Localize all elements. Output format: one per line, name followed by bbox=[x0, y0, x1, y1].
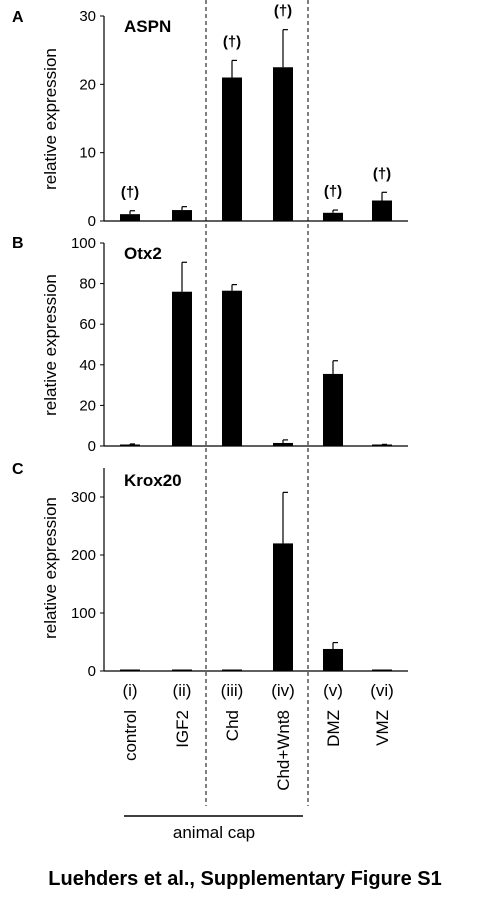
panel-a-y-tick-label: 30 bbox=[79, 8, 96, 25]
panel-b-bar bbox=[172, 291, 192, 446]
panel-a-dagger-annotation: (†) bbox=[121, 184, 139, 201]
panel-b-bar bbox=[222, 290, 242, 446]
panel-a-bar bbox=[172, 210, 192, 221]
panel-b-bar bbox=[323, 373, 343, 446]
condition-numeral: (vi) bbox=[370, 681, 394, 700]
panel-b-y-tick-label: 0 bbox=[88, 438, 96, 455]
panel-c: C Krox20 relative expression 0 100 200 300 bbox=[12, 461, 408, 680]
panel-b-bar bbox=[273, 442, 293, 446]
panel-c-marks: 0 100 200 300 bbox=[71, 468, 408, 680]
panel-a-y-axis-label: relative expression bbox=[41, 48, 60, 190]
panel-b-title: Otx2 bbox=[124, 244, 162, 263]
condition-label: VMZ bbox=[373, 710, 392, 746]
panel-a: A ASPN relative expression 0 10 20 30 (†) (†)… bbox=[12, 3, 408, 230]
condition-numeral: (iii) bbox=[221, 681, 244, 700]
panel-c-y-tick-label: 0 bbox=[88, 663, 96, 680]
panel-b-y-tick-label: 60 bbox=[79, 316, 96, 333]
condition-numeral: (v) bbox=[323, 681, 343, 700]
condition-label: control bbox=[121, 710, 140, 761]
condition-label: DMZ bbox=[324, 710, 343, 747]
panel-a-y-tick-label: 20 bbox=[79, 76, 96, 93]
panel-a-marks: 0 10 20 30 (†) (†) (†) (†) (†) bbox=[79, 3, 408, 230]
panel-a-bar bbox=[372, 200, 392, 221]
panel-b-y-tick-label: 20 bbox=[79, 397, 96, 414]
panel-c-y-tick-label: 100 bbox=[71, 605, 96, 622]
animal-cap-label: animal cap bbox=[173, 823, 255, 842]
panel-b-bar bbox=[120, 444, 140, 446]
condition-label: Chd+Wnt8 bbox=[274, 710, 293, 791]
panel-a-bar bbox=[120, 214, 140, 221]
panel-c-y-tick-label: 300 bbox=[71, 489, 96, 506]
panel-a-y-tick-label: 0 bbox=[88, 213, 96, 230]
panel-c-y-axis-label: relative expression bbox=[41, 497, 60, 639]
panel-a-dagger-annotation: (†) bbox=[274, 3, 292, 20]
panel-c-title: Krox20 bbox=[124, 471, 182, 490]
panel-a-dagger-annotation: (†) bbox=[373, 165, 391, 182]
panel-a-bar bbox=[273, 67, 293, 221]
panel-a-y-tick-label: 10 bbox=[79, 145, 96, 162]
panel-letter-a: A bbox=[12, 9, 24, 26]
panel-c-y-tick-label: 200 bbox=[71, 547, 96, 564]
panel-b-marks: 0 20 40 60 80 100 bbox=[71, 235, 408, 455]
panel-c-bar bbox=[323, 648, 343, 671]
condition-label: Chd bbox=[223, 710, 242, 741]
panel-b-y-tick-label: 100 bbox=[71, 235, 96, 252]
panel-letter-b: B bbox=[12, 235, 24, 252]
condition-numeral: (iv) bbox=[271, 681, 295, 700]
panel-a-dagger-annotation: (†) bbox=[324, 183, 342, 200]
panel-b-y-axis-label: relative expression bbox=[41, 274, 60, 416]
panel-b-y-tick-label: 80 bbox=[79, 276, 96, 293]
panel-c-bar bbox=[273, 543, 293, 671]
condition-labels: (i) (ii) (iii) (iv) (v) (vi) control IGF2 Chd Chd… bbox=[121, 681, 394, 791]
panel-letter-c: C bbox=[12, 461, 24, 478]
panel-a-bar bbox=[323, 212, 343, 221]
panel-a-title: ASPN bbox=[124, 17, 171, 36]
figure-caption: Luehders et al., Supplementary Figure S1 bbox=[48, 868, 441, 890]
panel-b: B Otx2 relative expression 0 20 40 60 80 100 bbox=[12, 235, 408, 455]
panel-a-dagger-annotation: (†) bbox=[223, 33, 241, 50]
condition-numeral: (ii) bbox=[173, 681, 192, 700]
condition-label: IGF2 bbox=[173, 710, 192, 748]
panel-a-bar bbox=[222, 77, 242, 221]
condition-numeral: (i) bbox=[122, 681, 137, 700]
panel-b-bar bbox=[372, 444, 392, 446]
panel-b-y-tick-label: 40 bbox=[79, 357, 96, 374]
